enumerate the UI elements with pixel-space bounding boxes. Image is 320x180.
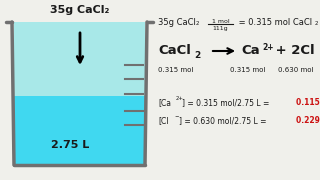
Text: ] = 0.315 mol/2.75 L =: ] = 0.315 mol/2.75 L =: [182, 98, 272, 107]
Text: 2: 2: [315, 21, 318, 26]
Text: 0.315 mol: 0.315 mol: [158, 67, 193, 73]
Polygon shape: [14, 96, 145, 165]
Text: ] = 0.630 mol/2.75 L =: ] = 0.630 mol/2.75 L =: [179, 116, 269, 125]
Text: Ca: Ca: [241, 44, 260, 57]
Text: 0.630 mol: 0.630 mol: [278, 67, 314, 73]
Text: 1 mol: 1 mol: [212, 19, 229, 24]
Text: 2: 2: [196, 21, 199, 26]
Text: 0.115 M: 0.115 M: [296, 98, 320, 107]
Text: 2.75 L: 2.75 L: [51, 140, 89, 150]
Text: 2: 2: [194, 51, 200, 60]
Text: = 0.315 mol CaCl: = 0.315 mol CaCl: [236, 18, 312, 27]
Text: 0.229 M: 0.229 M: [296, 116, 320, 125]
Text: 35g CaCl₂: 35g CaCl₂: [50, 5, 110, 15]
Text: [Ca: [Ca: [158, 98, 171, 107]
Polygon shape: [14, 22, 145, 165]
Text: 111g: 111g: [213, 26, 228, 31]
Text: −: −: [174, 114, 178, 119]
Text: 0.315 mol: 0.315 mol: [230, 67, 265, 73]
Text: 35g CaCl: 35g CaCl: [158, 18, 196, 27]
Text: CaCl: CaCl: [158, 44, 191, 57]
Text: [Cl: [Cl: [158, 116, 169, 125]
Text: 2+: 2+: [176, 96, 184, 101]
Text: −: −: [319, 43, 320, 52]
Text: + 2Cl: + 2Cl: [271, 44, 315, 57]
Text: 2+: 2+: [262, 43, 274, 52]
